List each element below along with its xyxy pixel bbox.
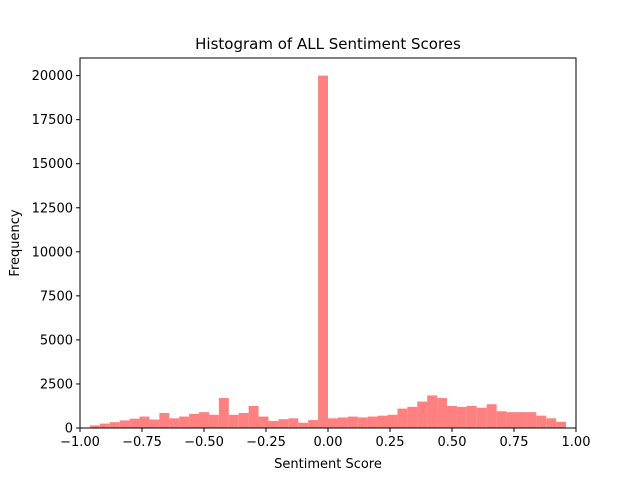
histogram-bar	[466, 405, 477, 428]
histogram-bar	[199, 412, 209, 428]
histogram-bar	[119, 420, 130, 428]
y-axis-ticks: 0 2500 5000 7500 10000 12500 15000 17500 20000	[32, 69, 80, 437]
x-tick-label: −1.00	[60, 435, 100, 450]
histogram-bar	[298, 422, 309, 428]
x-tick-label: 1.00	[562, 435, 591, 450]
histogram-bar	[367, 416, 378, 428]
histogram-bar	[208, 414, 219, 428]
histogram-bar	[506, 412, 517, 428]
histogram-bar	[149, 419, 160, 428]
histogram-bar	[337, 417, 348, 428]
histogram-bar	[427, 395, 438, 428]
histogram-bar	[129, 418, 140, 428]
chart-title: Histogram of ALL Sentiment Scores	[195, 35, 461, 53]
x-tick-label: 0.75	[500, 435, 529, 450]
histogram-bar	[139, 416, 150, 428]
histogram-bar	[238, 413, 249, 428]
histogram-bar	[546, 418, 557, 428]
histogram-bar	[526, 412, 537, 428]
y-tick-label: 15000	[32, 157, 73, 172]
y-axis-label: Frequency	[8, 209, 23, 276]
bars-group	[89, 75, 567, 429]
histogram-bar	[169, 418, 180, 428]
y-tick-label: 2500	[40, 377, 73, 392]
histogram-bar	[258, 416, 269, 428]
histogram-bar	[456, 406, 467, 428]
x-axis-ticks: −1.00 −0.75 −0.50 −0.25 0.00 0.25 0.50 0.75 1.00	[60, 428, 590, 450]
x-tick-label: 0.00	[314, 435, 343, 450]
y-tick-label: 12500	[32, 201, 73, 216]
histogram-bar	[447, 405, 457, 428]
histogram-bar	[179, 416, 190, 428]
histogram-bar	[387, 414, 398, 428]
x-tick-label: −0.25	[246, 435, 286, 450]
histogram-bar	[99, 423, 110, 428]
histogram-bar	[89, 425, 100, 428]
histogram-bar	[407, 406, 418, 428]
histogram-bar	[536, 415, 547, 428]
x-tick-label: 0.50	[438, 435, 467, 450]
x-tick-label: −0.50	[184, 435, 224, 450]
x-axis-label: Sentiment Score	[274, 457, 382, 472]
histogram-bar	[308, 420, 319, 428]
histogram-bar	[278, 419, 289, 428]
histogram-bar	[437, 398, 448, 428]
histogram-bar	[476, 407, 487, 428]
histogram-bar	[288, 418, 299, 428]
histogram-bar	[516, 412, 527, 428]
histogram-bar	[228, 414, 239, 428]
histogram-bar	[159, 413, 170, 428]
histogram-bar	[248, 405, 259, 428]
histogram-bar	[347, 416, 358, 428]
y-tick-label: 20000	[32, 69, 73, 84]
histogram-bar	[189, 413, 200, 428]
histogram-bar	[268, 420, 279, 428]
y-tick-label: 10000	[32, 245, 73, 260]
histogram-bar	[377, 415, 388, 428]
x-tick-label: −0.75	[122, 435, 162, 450]
histogram-bar	[397, 408, 408, 428]
y-tick-label: 17500	[32, 113, 73, 128]
histogram-bar	[318, 75, 328, 429]
y-tick-label: 0	[65, 422, 73, 437]
y-tick-label: 7500	[40, 289, 73, 304]
y-tick-label: 5000	[40, 333, 73, 348]
histogram-bar	[496, 411, 507, 428]
x-tick-label: 0.25	[376, 435, 405, 450]
histogram-bar	[417, 401, 428, 428]
histogram-bar	[218, 398, 229, 428]
histogram-bar	[556, 421, 567, 428]
histogram-bar	[328, 418, 338, 428]
histogram-bar	[486, 404, 497, 428]
histogram-bar	[109, 422, 120, 428]
histogram-bar	[357, 417, 368, 428]
